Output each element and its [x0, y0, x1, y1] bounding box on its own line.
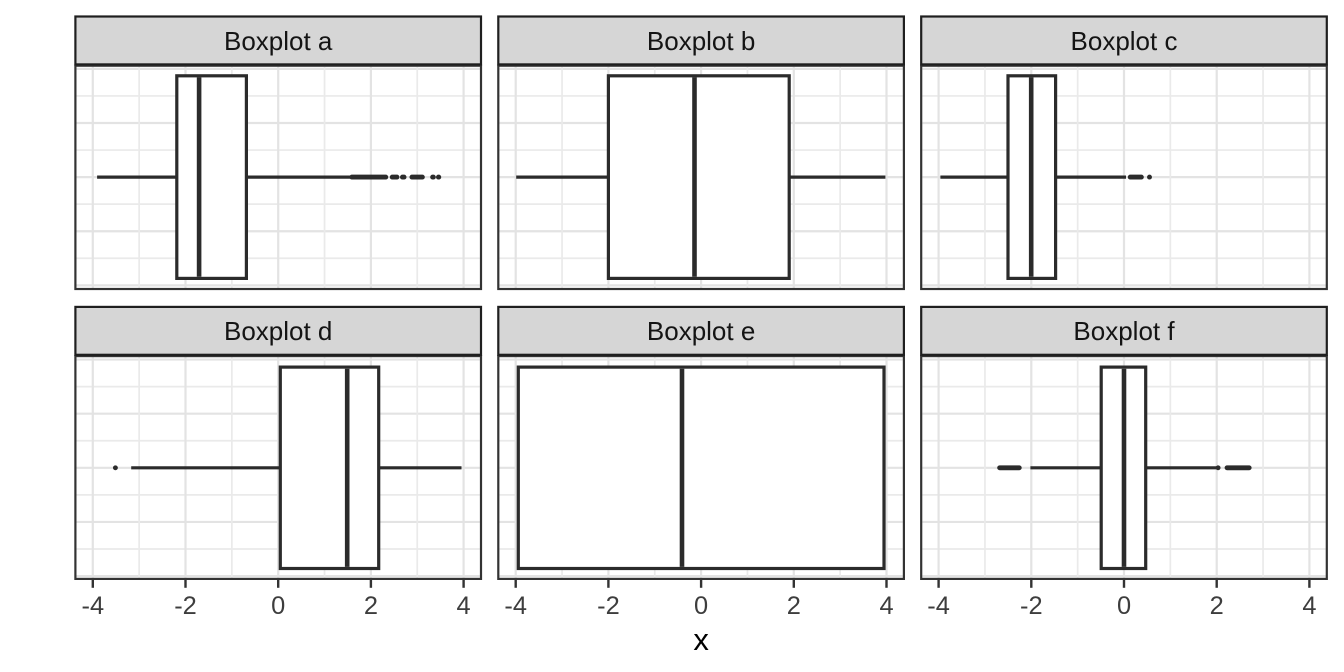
svg-text:0: 0	[694, 592, 708, 620]
svg-text:-4: -4	[927, 592, 950, 620]
svg-text:Boxplot b: Boxplot b	[647, 26, 755, 56]
svg-text:Boxplot a: Boxplot a	[224, 26, 333, 56]
svg-text:4: 4	[457, 592, 471, 620]
svg-text:2: 2	[1210, 592, 1224, 620]
svg-text:-2: -2	[597, 592, 620, 620]
svg-text:0: 0	[271, 592, 285, 620]
svg-text:Boxplot e: Boxplot e	[647, 316, 755, 346]
svg-text:-2: -2	[174, 592, 197, 620]
svg-text:0: 0	[1117, 592, 1131, 620]
svg-text:Boxplot d: Boxplot d	[224, 316, 332, 346]
svg-text:2: 2	[787, 592, 801, 620]
svg-text:x: x	[693, 622, 709, 657]
svg-text:Boxplot f: Boxplot f	[1073, 316, 1175, 346]
svg-text:-2: -2	[1020, 592, 1043, 620]
svg-text:2: 2	[364, 592, 378, 620]
svg-text:4: 4	[879, 592, 893, 620]
svg-text:4: 4	[1302, 592, 1316, 620]
svg-text:-4: -4	[504, 592, 527, 620]
svg-text:-4: -4	[82, 592, 105, 620]
svg-text:Boxplot c: Boxplot c	[1071, 26, 1178, 56]
